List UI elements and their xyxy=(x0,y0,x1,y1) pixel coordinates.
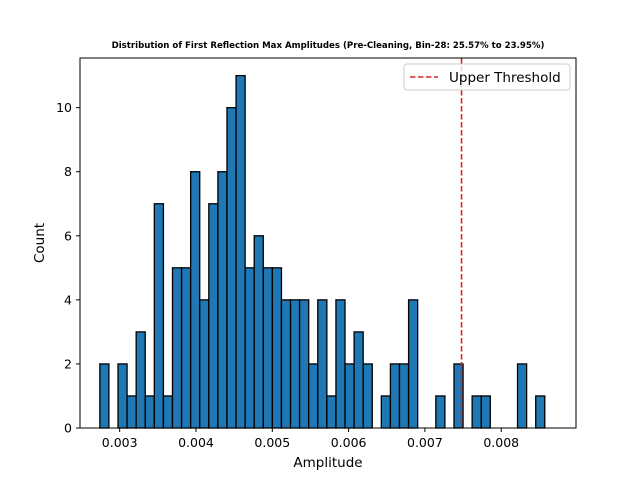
histogram-bar xyxy=(162,395,174,429)
plot-frame xyxy=(79,57,577,429)
histogram-bar xyxy=(298,299,310,429)
x-tick-label: 0.005 xyxy=(254,435,290,450)
histogram-bar xyxy=(407,299,419,429)
x-axis: 0.003 0.004 0.005 0.006 0.007 0.008 xyxy=(102,428,519,450)
histogram-bar xyxy=(144,395,155,429)
histogram-bar xyxy=(189,171,201,429)
chart-title: Distribution of First Reflection Max Amp… xyxy=(112,41,545,51)
x-tick-label: 0.003 xyxy=(102,435,138,450)
histogram-bar xyxy=(480,395,491,429)
histogram-bar xyxy=(535,395,546,429)
histogram-bar xyxy=(244,267,255,429)
x-tick-label: 0.004 xyxy=(178,435,214,450)
y-tick-label: 0 xyxy=(64,421,72,436)
histogram-bar xyxy=(516,363,528,429)
y-tick-label: 2 xyxy=(64,356,72,371)
x-tick-label: 0.006 xyxy=(331,435,367,450)
histogram-bar xyxy=(435,395,446,429)
histogram-bar xyxy=(262,267,274,429)
y-axis-label: Count xyxy=(32,223,48,263)
histogram-bar xyxy=(253,235,264,429)
histogram-bar xyxy=(380,395,392,429)
y-tick-label: 8 xyxy=(64,164,72,179)
legend: Upper Threshold xyxy=(403,63,571,91)
histogram-bar xyxy=(353,331,364,429)
histogram-bar xyxy=(135,331,146,429)
histogram-bar xyxy=(271,267,283,429)
histogram-bar xyxy=(289,299,301,429)
histogram-bar xyxy=(317,299,328,429)
legend-box xyxy=(403,63,571,91)
x-tick-label: 0.007 xyxy=(407,435,443,450)
histogram-bar xyxy=(180,267,192,429)
histogram-bar xyxy=(308,363,319,429)
y-tick-label: 6 xyxy=(64,228,72,243)
histogram-bar xyxy=(99,363,110,429)
histogram-bar xyxy=(226,107,237,429)
histogram-bar xyxy=(280,299,292,429)
histogram-bar xyxy=(235,74,246,429)
histogram-bar xyxy=(389,363,401,429)
histogram-bar xyxy=(326,395,337,429)
y-tick-label: 4 xyxy=(64,292,72,307)
legend-threshold-label: Upper Threshold xyxy=(449,70,561,86)
histogram-bar xyxy=(208,203,219,429)
histogram-bar xyxy=(362,363,373,429)
histogram-bar xyxy=(117,363,128,429)
y-tick-label: 10 xyxy=(56,100,72,115)
histogram-bar xyxy=(126,395,137,429)
x-tick-label: 0.008 xyxy=(483,435,519,450)
histogram-bar xyxy=(344,363,355,429)
histogram-bar xyxy=(217,171,228,429)
histogram-bar xyxy=(471,395,482,429)
histogram-bar xyxy=(335,299,346,429)
histogram-bar xyxy=(199,299,210,429)
y-axis: 0 2 4 6 8 10 xyxy=(56,100,80,436)
histogram-bar xyxy=(398,363,410,429)
x-axis-label: Amplitude xyxy=(293,455,362,471)
histogram-bar xyxy=(171,267,183,429)
histogram-bar xyxy=(153,203,165,429)
